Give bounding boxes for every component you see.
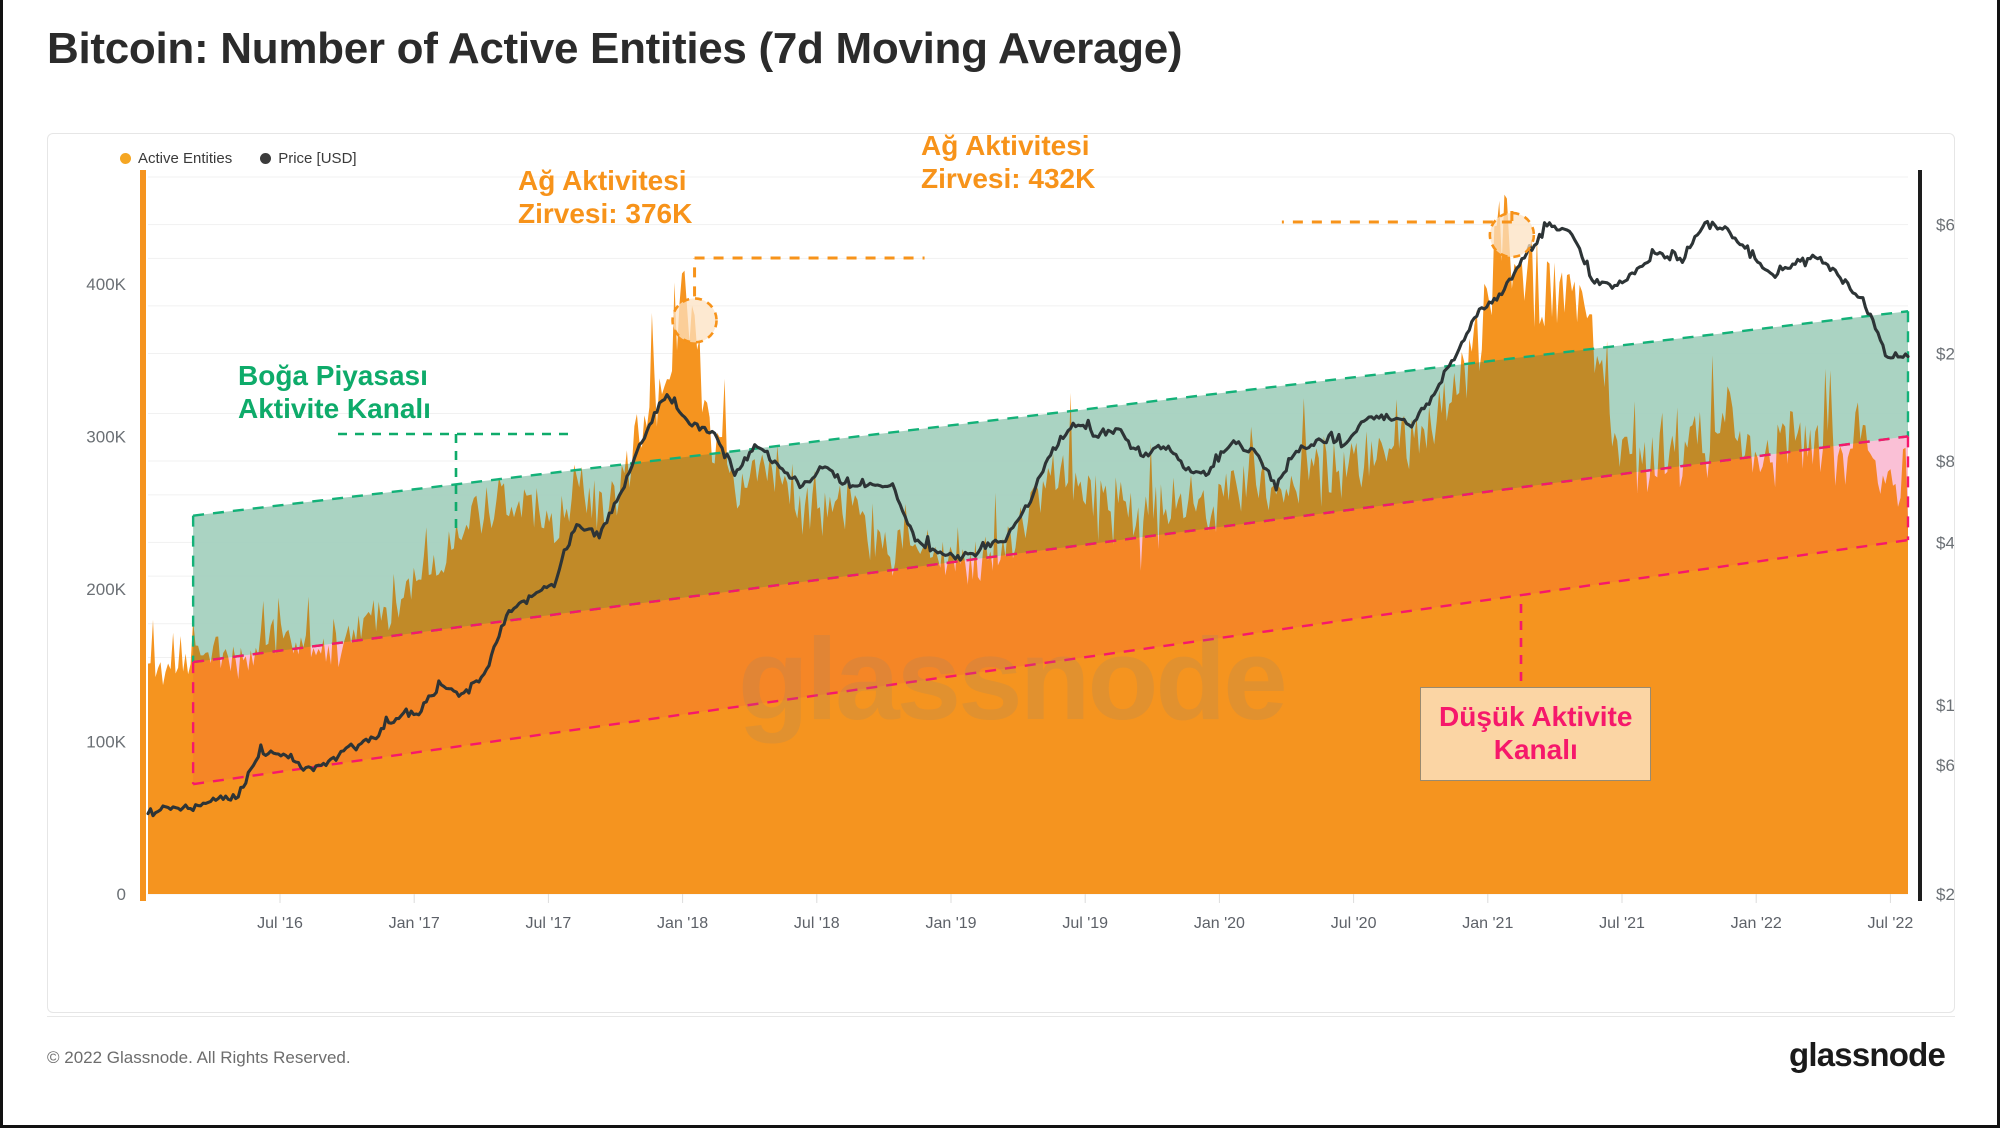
svg-text:Jul '18: Jul '18 [794, 915, 840, 932]
svg-text:Jan '21: Jan '21 [1462, 915, 1513, 932]
svg-text:100K: 100K [86, 732, 126, 751]
legend-item-price[interactable]: Price [USD] [260, 150, 357, 167]
footer-copyright: © 2022 Glassnode. All Rights Reserved. [47, 1048, 351, 1067]
svg-text:$60k: $60k [1936, 216, 1955, 235]
svg-text:$1k: $1k [1936, 696, 1955, 715]
svg-text:Jul '20: Jul '20 [1331, 915, 1377, 932]
svg-text:Jul '17: Jul '17 [526, 915, 572, 932]
chart-card: Active Entities Price [USD] glassnode 01… [47, 133, 1955, 1013]
legend-label-active-entities: Active Entities [138, 150, 233, 167]
svg-text:Jan '22: Jan '22 [1731, 915, 1782, 932]
svg-text:400K: 400K [86, 275, 126, 294]
svg-text:Jan '20: Jan '20 [1194, 915, 1245, 932]
svg-text:200K: 200K [86, 580, 126, 599]
chart-plot: 0 100K 200K 300K 400K $200 $600 $1k $4k $8k $20k $6… [86, 170, 1955, 932]
page-title: Bitcoin: Number of Active Entities (7d M… [47, 24, 1183, 73]
legend-label-price: Price [USD] [278, 150, 357, 167]
svg-text:Jan '18: Jan '18 [657, 915, 708, 932]
black-dot-icon [260, 153, 272, 164]
svg-text:Jul '16: Jul '16 [257, 915, 303, 932]
chart-legend: Active Entities Price [USD] [120, 150, 357, 167]
svg-text:$4k: $4k [1936, 533, 1955, 552]
svg-text:$20k: $20k [1936, 345, 1955, 364]
svg-text:$8k: $8k [1936, 452, 1955, 471]
svg-text:Jan '17: Jan '17 [389, 915, 440, 932]
svg-text:300K: 300K [86, 427, 126, 446]
glassnode-logo: glassnode [1788, 1036, 1946, 1073]
svg-text:Jul '21: Jul '21 [1599, 915, 1645, 932]
svg-text:Jan '19: Jan '19 [925, 915, 976, 932]
orange-dot-icon [120, 153, 131, 164]
svg-text:$600: $600 [1936, 756, 1955, 775]
legend-item-active-entities[interactable]: Active Entities [120, 150, 232, 167]
footer-divider [47, 1016, 1955, 1017]
svg-text:Jul '22: Jul '22 [1868, 915, 1914, 932]
svg-text:$200: $200 [1936, 885, 1955, 904]
svg-text:0: 0 [117, 885, 126, 904]
svg-text:Jul '19: Jul '19 [1062, 915, 1108, 932]
